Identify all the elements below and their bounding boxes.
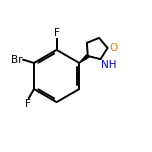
- Polygon shape: [79, 55, 89, 63]
- Text: Br: Br: [11, 55, 22, 65]
- Text: NH: NH: [101, 60, 117, 70]
- Text: F: F: [54, 28, 60, 38]
- Text: O: O: [109, 43, 118, 53]
- Text: F: F: [25, 99, 31, 109]
